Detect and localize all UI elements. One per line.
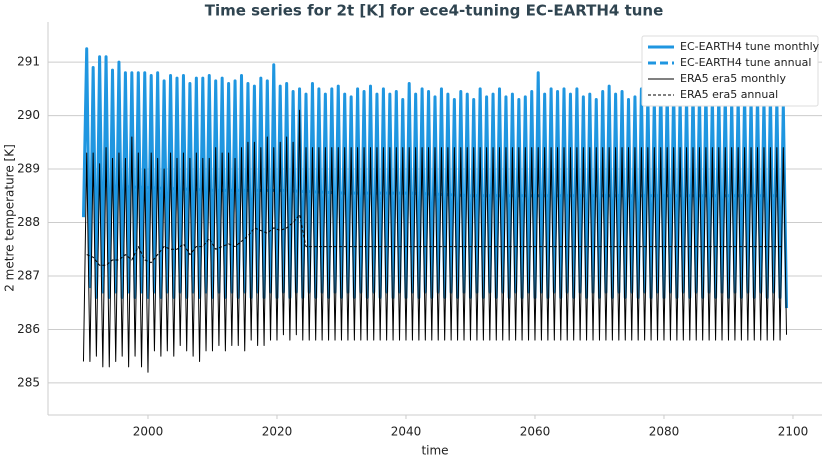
series-line [86, 213, 784, 266]
legend-label: ERA5 era5 annual [680, 88, 778, 101]
y-tick-label: 287 [17, 268, 40, 282]
y-tick-label: 288 [17, 215, 40, 229]
y-tick-label: 291 [17, 55, 40, 69]
series-line [86, 183, 784, 198]
x-tick-label: 2080 [649, 425, 680, 439]
legend-label: EC-EARTH4 tune monthly [680, 40, 820, 53]
y-tick-label: 285 [17, 375, 40, 389]
plot-area [81, 47, 789, 373]
x-tick-label: 2100 [778, 425, 809, 439]
chart-title: Time series for 2t [K] for ece4-tuning E… [205, 2, 664, 20]
x-tick-label: 2040 [391, 425, 422, 439]
legend: EC-EARTH4 tune monthly EC-EARTH4 tune ann… [641, 35, 820, 107]
y-tick-label: 286 [17, 322, 40, 336]
y-tick-label: 289 [17, 162, 40, 176]
y-axis-label: 2 metre temperature [K] [3, 144, 17, 292]
legend-label: EC-EARTH4 tune annual [680, 56, 811, 69]
series-line [82, 109, 788, 373]
legend-box [641, 35, 819, 107]
x-tick-label: 2020 [262, 425, 293, 439]
x-tick-label: 2000 [133, 425, 164, 439]
y-tick-label: 290 [17, 108, 40, 122]
legend-label: ERA5 era5 monthly [680, 72, 786, 85]
series-line [81, 47, 789, 309]
x-tick-label: 2060 [520, 425, 551, 439]
x-axis-label: time [421, 444, 448, 457]
